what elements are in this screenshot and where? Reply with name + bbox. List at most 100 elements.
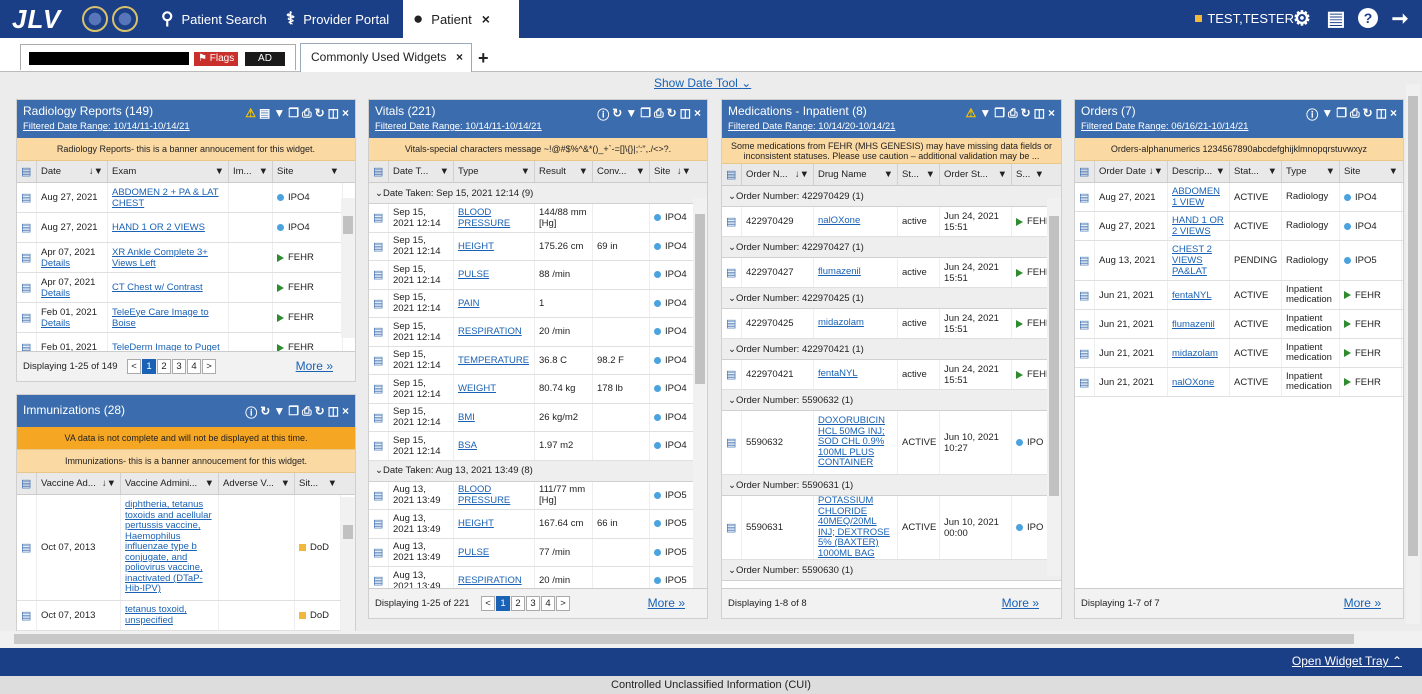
info-icon[interactable]: ⓘ [245, 406, 258, 420]
show-date-tool-link[interactable]: Show Date Tool ⌄ [654, 76, 751, 90]
table-row[interactable]: ▤ Sep 15, 2021 12:14 TEMPERATURE 36.8 C 98.2… [369, 346, 707, 375]
sort-icon[interactable]: ↓▼ [88, 166, 103, 177]
expand-icon[interactable]: ◫ [327, 404, 339, 418]
document-icon[interactable]: ▤ [373, 212, 384, 225]
filter-icon[interactable]: ▼ [1034, 169, 1044, 180]
column-description[interactable]: Descrip... ▼ [1168, 161, 1230, 182]
table-row[interactable]: ▤ Sep 15, 2021 12:14 BLOOD PRESSURE 144/88 … [369, 204, 707, 233]
column-type[interactable]: Type ▼ [454, 161, 535, 182]
more-link[interactable]: More » [1001, 596, 1039, 610]
refresh-icon[interactable]: ↻ [1362, 106, 1373, 120]
prev-page-button[interactable]: < [127, 359, 141, 374]
document-icon[interactable]: ▤ [1079, 289, 1090, 302]
logout-icon[interactable]: ➞ [1391, 7, 1409, 30]
group-header[interactable]: ⌄ Order Number: 422970429 (1) [722, 186, 1061, 207]
chevron-down-icon[interactable]: ⌄ [728, 292, 736, 304]
close-icon[interactable]: × [341, 404, 349, 418]
chevron-down-icon[interactable]: ⌄ [728, 394, 736, 406]
table-row[interactable]: ▤ Oct 07, 2013 tetanus toxoid, unspecified… [17, 601, 355, 631]
description-link[interactable]: HAND 1 OR 2 VIEWS [1172, 215, 1224, 237]
next-page-button[interactable]: > [556, 596, 570, 611]
details-link[interactable]: Details [41, 257, 71, 269]
column-drug-name[interactable]: Drug Name ▼ [814, 164, 898, 185]
refresh-icon[interactable]: ↻ [314, 106, 325, 120]
close-icon[interactable]: × [455, 50, 463, 64]
description-link[interactable]: flumazenil [1172, 318, 1215, 330]
table-row[interactable]: ▤ Sep 15, 2021 12:14 WEIGHT 80.74 kg 178 lb I… [369, 375, 707, 404]
close-icon[interactable]: × [1047, 106, 1055, 120]
filter-icon[interactable]: ▼ [327, 478, 337, 489]
document-icon[interactable]: ▤ [21, 610, 32, 622]
sort-icon[interactable]: ↓▼ [794, 169, 809, 180]
page-vertical-scrollbar[interactable] [1406, 84, 1420, 624]
ad-badge[interactable]: AD [245, 52, 285, 66]
exam-link[interactable]: TeleEye Care Image to Boise [112, 306, 209, 329]
filter-icon[interactable]: ▼ [1321, 106, 1334, 120]
column-site[interactable]: Sit... ▼ [295, 473, 341, 494]
type-link[interactable]: BLOOD PRESSURE [458, 484, 511, 507]
provider-portal-button[interactable]: ⚕ Provider Portal [280, 0, 395, 38]
user-menu[interactable]: TEST,TESTER [1195, 11, 1294, 26]
close-icon[interactable]: × [1389, 106, 1397, 120]
refresh-icon[interactable]: ↻ [260, 404, 271, 418]
next-page-button[interactable]: > [202, 359, 216, 374]
table-row[interactable]: ▤ Sep 15, 2021 12:14 RESPIRATION 20 /min IPO… [369, 318, 707, 347]
chevron-down-icon[interactable]: ⌄ [728, 564, 736, 576]
exam-link[interactable]: HAND 1 OR 2 VIEWS [112, 222, 205, 233]
group-header[interactable]: ⌄ Date Taken: Aug 13, 2021 13:49 (8) [369, 460, 707, 482]
expand-icon[interactable]: ◫ [1375, 106, 1387, 120]
filtered-date-range[interactable]: Filtered Date Range: 06/16/21-10/14/21 [1081, 121, 1249, 132]
type-link[interactable]: RESPIRATION [458, 326, 522, 338]
print-icon[interactable]: ⎙ [1349, 106, 1360, 120]
filter-icon[interactable]: ▼ [1267, 166, 1277, 177]
scrollbar[interactable] [1047, 198, 1061, 576]
document-icon[interactable]: ▤ [1079, 376, 1090, 389]
type-link[interactable]: RESPIRATION [458, 575, 522, 587]
expand-icon[interactable]: ◫ [327, 106, 339, 120]
print-icon[interactable]: ⎙ [301, 404, 312, 418]
table-row[interactable]: ▤ 5590631 POTASSIUM CHLORIDE 40MEQ/20ML IN… [722, 496, 1061, 560]
prev-page-button[interactable]: < [481, 596, 495, 611]
column-site[interactable]: Site ↓▼ [650, 161, 695, 182]
filter-icon[interactable]: ▼ [520, 166, 530, 177]
print-icon[interactable]: ⎙ [1007, 106, 1018, 120]
exam-link[interactable]: CT Chest w/ Contrast [112, 282, 203, 293]
sort-icon[interactable]: ↓▼ [676, 166, 691, 177]
column-status[interactable]: St... ▼ [898, 164, 940, 185]
document-icon[interactable]: ▤ [373, 354, 384, 367]
document-icon[interactable]: ▤ [726, 437, 737, 449]
drug-link[interactable]: midazolam [818, 317, 864, 329]
vaccine-link[interactable]: diphtheria, tetanus toxoids and acellula… [125, 499, 212, 595]
chevron-down-icon[interactable]: ⌄ [728, 190, 736, 202]
sort-icon[interactable]: ↓▼ [1148, 166, 1163, 177]
type-link[interactable]: HEIGHT [458, 240, 494, 252]
document-icon[interactable]: ▤ [726, 369, 737, 381]
document-icon[interactable]: ▤ [21, 192, 32, 204]
document-icon[interactable]: ▤ [373, 489, 384, 502]
document-icon[interactable]: ▤ [21, 282, 32, 294]
refresh-icon[interactable]: ↻ [666, 106, 677, 120]
description-link[interactable]: nalOXone [1172, 376, 1215, 388]
filter-icon[interactable]: ▼ [883, 169, 893, 180]
column-date[interactable]: Date ↓▼ [37, 161, 108, 182]
copy-icon[interactable]: ❐ [640, 106, 651, 120]
exam-link[interactable]: TeleDerm Image to Puget [112, 342, 220, 353]
type-link[interactable]: PULSE [458, 269, 490, 281]
description-link[interactable]: midazolam [1172, 347, 1218, 359]
group-header[interactable]: ⌄ Date Taken: Sep 15, 2021 12:14 (9) [369, 183, 707, 204]
warning-icon[interactable]: ⚠ [965, 106, 977, 120]
document-icon[interactable]: ▤ [1079, 220, 1090, 233]
exam-link[interactable]: XR Ankle Complete 3+ Views Left [112, 246, 208, 269]
filter-icon[interactable]: ▼ [439, 166, 449, 177]
document-icon[interactable]: ▤ [726, 267, 737, 279]
filter-icon[interactable]: ▼ [578, 166, 588, 177]
close-icon[interactable]: × [693, 106, 701, 120]
document-icon[interactable]: ▤ [1079, 318, 1090, 331]
column-vaccine-date[interactable]: Vaccine Ad... ↓▼ [37, 473, 121, 494]
chevron-down-icon[interactable]: ⌄ [375, 187, 383, 199]
table-row[interactable]: ▤ Aug 27, 2021 ABDOMEN 2 + PA & LAT CHEST I… [17, 183, 355, 213]
table-row[interactable]: ▤ Apr 07, 2021 Details CT Chest w/ Contrast… [17, 273, 355, 303]
scrollbar[interactable] [693, 198, 707, 588]
document-icon[interactable]: ▤ [373, 297, 384, 310]
patient-tab[interactable]: ● Patient × [403, 0, 519, 38]
